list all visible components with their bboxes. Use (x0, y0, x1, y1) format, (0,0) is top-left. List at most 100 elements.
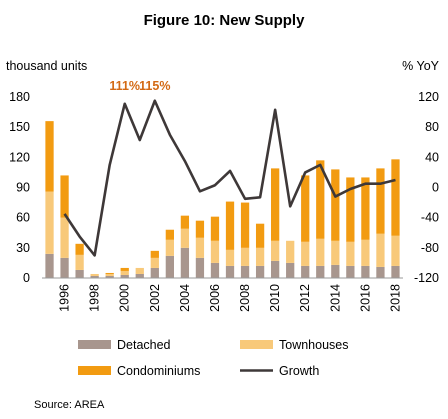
bar-detached-1995 (45, 253, 54, 278)
x-tick-label: 2008 (238, 284, 252, 312)
left-y-tick-label: 150 (9, 120, 30, 134)
right-axis-unit: % YoY (402, 59, 440, 73)
source-note: Source: AREA (34, 399, 105, 411)
bar-condominiums-2009 (255, 223, 265, 248)
bar-condominiums-1997 (75, 243, 84, 255)
annotation-label: 111% (109, 79, 140, 93)
chart-title: Figure 10: New Supply (144, 12, 306, 29)
bar-detached-2012 (301, 265, 310, 278)
x-tick-label: 1998 (88, 284, 102, 312)
bar-condominiums-2000 (120, 267, 129, 271)
bar-townhouses-1999 (105, 273, 114, 276)
bar-townhouses-1996 (60, 217, 69, 258)
bar-townhouses-2009 (255, 247, 265, 266)
bar-detached-2004 (180, 247, 190, 278)
bar-detached-2013 (316, 265, 325, 278)
x-tick-label: 2004 (178, 284, 192, 312)
bar-townhouses-1997 (75, 254, 84, 270)
right-y-tick-label: 40 (425, 150, 439, 164)
bar-townhouses-2000 (120, 270, 129, 275)
bar-condominiums-2013 (316, 160, 325, 239)
x-tick-label: 2006 (208, 284, 222, 312)
bar-detached-2008 (240, 265, 250, 278)
bar-detached-1998 (90, 275, 99, 278)
bar-detached-2009 (255, 265, 265, 278)
x-tick-label: 1996 (58, 284, 72, 312)
bar-townhouses-2017 (376, 233, 385, 267)
bar-townhouses-2016 (361, 239, 370, 266)
bar-townhouses-2014 (331, 240, 340, 265)
right-y-tick-label: -80 (421, 241, 439, 255)
legend-label-townhouses: Townhouses (279, 338, 349, 352)
bar-townhouses-2011 (286, 240, 295, 263)
x-tick-label: 2016 (358, 284, 372, 312)
left-axis-unit: thousand units (6, 59, 87, 73)
bar-condominiums-2005 (195, 220, 205, 238)
bar-townhouses-2013 (316, 238, 325, 266)
bar-condominiums-2014 (331, 169, 340, 241)
bar-townhouses-2002 (150, 257, 159, 268)
bar-townhouses-2001 (135, 267, 144, 274)
bar-townhouses-1995 (45, 191, 54, 254)
line-growth (63, 99, 396, 257)
bar-condominiums-2004 (180, 215, 190, 229)
x-tick-label: 2000 (118, 284, 132, 312)
bar-condominiums-2017 (376, 168, 385, 234)
bar-condominiums-2008 (240, 202, 250, 248)
x-tick-label: 2012 (298, 284, 312, 312)
right-y-tick-label: -40 (421, 211, 439, 225)
bar-condominiums-1999 (105, 272, 114, 274)
x-tick-label: 2014 (328, 284, 342, 312)
bar-townhouses-2012 (301, 241, 310, 266)
growth-line-layer (63, 99, 396, 257)
bar-condominiums-2003 (165, 229, 174, 240)
bar-condominiums-2015 (346, 177, 355, 242)
bar-condominiums-1996 (60, 175, 69, 218)
bar-detached-2000 (120, 274, 129, 278)
x-tick-label: 2010 (268, 284, 282, 312)
bar-detached-2015 (346, 265, 355, 278)
annotation-label: 115% (139, 79, 170, 93)
bars-layer (45, 121, 400, 278)
right-y-tick-label: 80 (425, 120, 439, 134)
bar-townhouses-2008 (240, 247, 250, 266)
left-y-tick-label: 0 (23, 271, 30, 285)
bar-detached-2011 (286, 262, 295, 278)
legend-label-condominiums: Condominiums (117, 364, 200, 378)
annotations-layer: 111% 115% (109, 79, 170, 93)
bar-detached-1999 (105, 275, 114, 278)
bar-detached-1997 (75, 269, 84, 278)
bar-townhouses-2006 (210, 240, 220, 263)
bar-detached-2014 (331, 264, 340, 278)
bar-condominiums-2007 (225, 201, 235, 250)
bar-detached-2002 (150, 267, 159, 278)
right-y-tick-label: 0 (432, 181, 439, 195)
bar-detached-2003 (165, 255, 174, 278)
bar-condominiums-2010 (271, 168, 280, 241)
legend: Detached Townhouses Condominiums Growth (78, 338, 349, 378)
legend-swatch-detached (78, 340, 111, 349)
bar-townhouses-2004 (180, 228, 190, 248)
left-y-tick-label: 120 (9, 150, 30, 164)
bar-condominiums-2016 (361, 177, 370, 240)
bar-townhouses-2003 (165, 239, 174, 256)
x-tick-label: 2002 (148, 284, 162, 312)
bar-condominiums-2006 (210, 216, 220, 241)
bar-condominiums-2002 (150, 250, 159, 258)
bar-detached-2010 (271, 260, 280, 278)
bar-detached-2018 (391, 265, 400, 278)
bar-townhouses-1998 (90, 273, 99, 276)
left-y-tick-label: 180 (9, 90, 30, 104)
left-y-tick-label: 30 (16, 241, 30, 255)
bar-condominiums-1995 (45, 121, 54, 192)
bar-detached-2001 (135, 273, 144, 278)
legend-swatch-condominiums (78, 366, 111, 375)
right-y-tick-label: 120 (418, 90, 439, 104)
bar-detached-2017 (376, 266, 385, 278)
left-y-tick-label: 60 (16, 211, 30, 225)
legend-label-detached: Detached (117, 338, 171, 352)
bar-condominiums-2012 (301, 175, 310, 242)
x-tick-label: 2018 (388, 284, 402, 312)
bar-townhouses-2010 (271, 240, 280, 261)
